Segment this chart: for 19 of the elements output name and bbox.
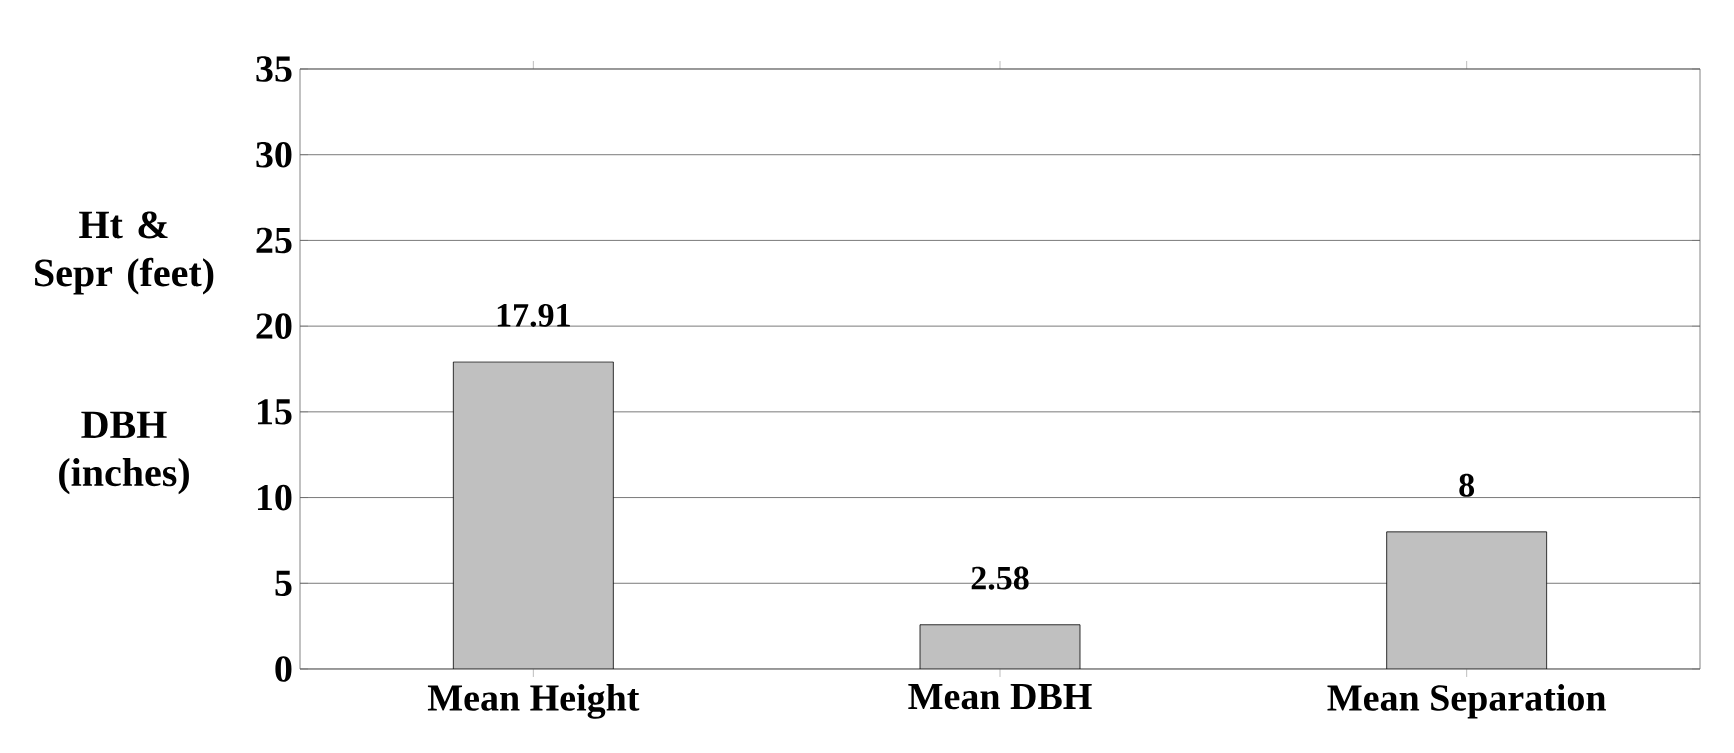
bar xyxy=(919,624,1081,669)
x-tick-label: Mean DBH xyxy=(908,684,1092,710)
y-axis-title: Ht & Sepr (feet) xyxy=(35,211,214,295)
data-label: 2.58 xyxy=(971,566,1029,590)
bar xyxy=(1386,531,1548,669)
y-tick-label: 30 xyxy=(256,141,292,168)
data-label: 17.91 xyxy=(497,303,570,327)
y-tick-label: 0 xyxy=(275,656,292,682)
y-tick-label: 10 xyxy=(257,484,292,511)
y-tick-label: 15 xyxy=(257,399,292,425)
y-tick-label: 25 xyxy=(256,227,292,254)
y-tick-label: 20 xyxy=(256,313,292,339)
y-tick-label: 35 xyxy=(256,56,292,82)
data-label: 8 xyxy=(1459,473,1475,497)
x-tick-label: Mean Height xyxy=(427,684,640,719)
text: DBH (inches) xyxy=(59,411,189,495)
y-tick-label: 5 xyxy=(275,570,292,596)
bar xyxy=(452,361,614,669)
x-tick-label: Mean Separation xyxy=(1327,684,1606,719)
